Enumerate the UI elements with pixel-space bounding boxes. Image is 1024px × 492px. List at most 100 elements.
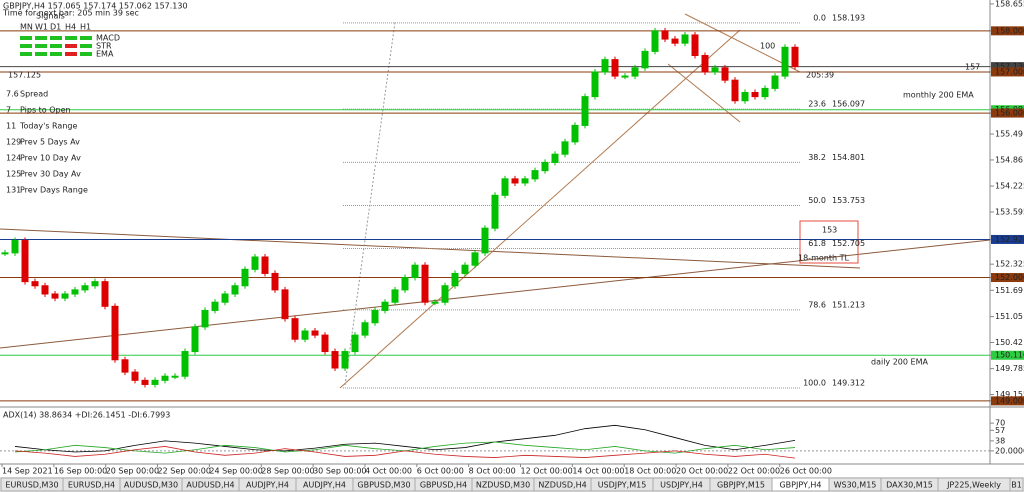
price-label-bg [991, 62, 1024, 72]
candle [421, 264, 429, 303]
candle [591, 71, 599, 98]
candle [381, 301, 389, 311]
y-tick-label: 156.000 [995, 109, 1024, 118]
x-tick-label: 14 Sep 2021 [2, 467, 53, 476]
tab-label[interactable]: AUDJPY,H4 [303, 481, 346, 490]
x-tick-label: 8 Oct 00:00 [469, 467, 516, 476]
candle [761, 87, 769, 98]
fib-ratio: 23.6 [808, 100, 826, 109]
candle [401, 277, 409, 291]
candle [491, 194, 499, 229]
x-tick-label: 18 Oct 00:00 [624, 467, 676, 476]
candle [411, 264, 419, 279]
y-tick-label: 154.225 [995, 182, 1024, 191]
candle [41, 285, 49, 295]
stat-label: Spread [20, 90, 48, 99]
fib-ratio: 0.0 [813, 13, 826, 22]
stat-label: Today's Range [19, 122, 77, 131]
signal [80, 36, 92, 40]
fib-price: 158.193 [832, 13, 865, 22]
candle [261, 256, 269, 274]
candle [371, 309, 379, 324]
candle [721, 67, 729, 81]
candle [531, 170, 539, 180]
tab-label[interactable]: DAX30,M15 [886, 481, 933, 490]
candle [91, 281, 99, 287]
y-tick-label: 149.785 [995, 364, 1024, 373]
tab-label[interactable]: NZDUSD,H4 [538, 481, 586, 490]
tab-label[interactable]: EURUSD,H4 [68, 481, 115, 490]
channel-line [339, 29, 741, 389]
y-tick-label: 157.000 [995, 67, 1024, 76]
tab-label[interactable]: GBPUSD,M30 [357, 481, 410, 490]
stat-label: Prev 10 Day Av [20, 154, 81, 163]
x-tick-label: 4 Oct 00:00 [365, 467, 412, 476]
price-label-bg [991, 67, 1024, 77]
fib-ratio: 100.0 [803, 379, 826, 388]
timeframe: W1 [35, 23, 48, 32]
candle [71, 289, 79, 295]
price-label-bg [991, 108, 1024, 118]
fib-price: 152.705 [832, 239, 865, 248]
candle [281, 289, 289, 320]
tab-label[interactable]: GBPUSD,H4 [420, 481, 467, 490]
timeframe: H4 [65, 23, 76, 32]
candle [461, 264, 469, 274]
stat-label: Prev Days Range [20, 186, 88, 195]
tab-label[interactable]: NZDUSD,M30 [476, 481, 530, 490]
price-label-bg [991, 350, 1024, 360]
tab[interactable] [1009, 477, 1024, 492]
signal [65, 52, 77, 56]
signal [65, 36, 77, 40]
y-tick-label: 154.86 [995, 155, 1023, 164]
candle [571, 124, 579, 143]
tab-label[interactable]: USDJPY,H4 [660, 481, 703, 490]
candle [21, 240, 29, 283]
tab-label[interactable]: AUDJPY,H4 [246, 481, 289, 490]
x-tick-label: 26 Oct 00:00 [780, 467, 832, 476]
signal [50, 52, 62, 56]
tab-label[interactable]: USDJPY,M15 [598, 481, 647, 490]
signal [20, 52, 32, 56]
y-tick-label: 20.0000 [995, 446, 1024, 455]
y-tick-label: 149.155 [995, 390, 1024, 399]
tab-label[interactable]: GBPJPY,M15 [717, 481, 765, 490]
candle [751, 92, 759, 98]
tab-label[interactable]: AUDUSD,M30 [124, 481, 178, 490]
candle [771, 75, 779, 89]
stat-value: 131 [6, 186, 21, 195]
y-tick-label: 152.926 [995, 235, 1024, 244]
signal [50, 44, 62, 48]
indicator-name: STR [96, 42, 112, 51]
y-tick-label: 153.595 [995, 207, 1024, 216]
annotation: 153 [822, 226, 837, 235]
candle [61, 293, 69, 299]
x-tick-label: 22 Sep 00:00 [158, 467, 211, 476]
candle [231, 285, 239, 295]
candle [241, 268, 249, 287]
candle [441, 285, 449, 303]
fib-price: 156.097 [832, 100, 865, 109]
y-tick-label: 155.49 [995, 130, 1023, 139]
candle [581, 96, 589, 126]
tab-label[interactable]: JP225,Weekly [946, 481, 1001, 490]
tab-label[interactable]: B1 [1011, 481, 1022, 490]
tab-label[interactable]: WS30,M15 [834, 481, 877, 490]
timeframe: MN [20, 23, 33, 32]
candle [621, 75, 629, 78]
candle [711, 67, 719, 73]
tab-label[interactable]: GBPJPY,H4 [779, 481, 821, 490]
tab-label[interactable]: AUDUSD,H4 [186, 481, 234, 490]
annotation: daily 200 EMA [871, 358, 928, 367]
y-tick-label: 158.000 [995, 26, 1024, 35]
candle [101, 281, 109, 307]
candle [271, 272, 279, 291]
channel-line [684, 13, 801, 73]
fib-ratio: 50.0 [808, 196, 826, 205]
stat-label: Prev 5 Days Av [20, 138, 80, 147]
tab-label[interactable]: EURUSD,M30 [5, 481, 58, 490]
candle [141, 379, 149, 385]
candle [291, 318, 299, 340]
timeframe: H1 [80, 23, 91, 32]
